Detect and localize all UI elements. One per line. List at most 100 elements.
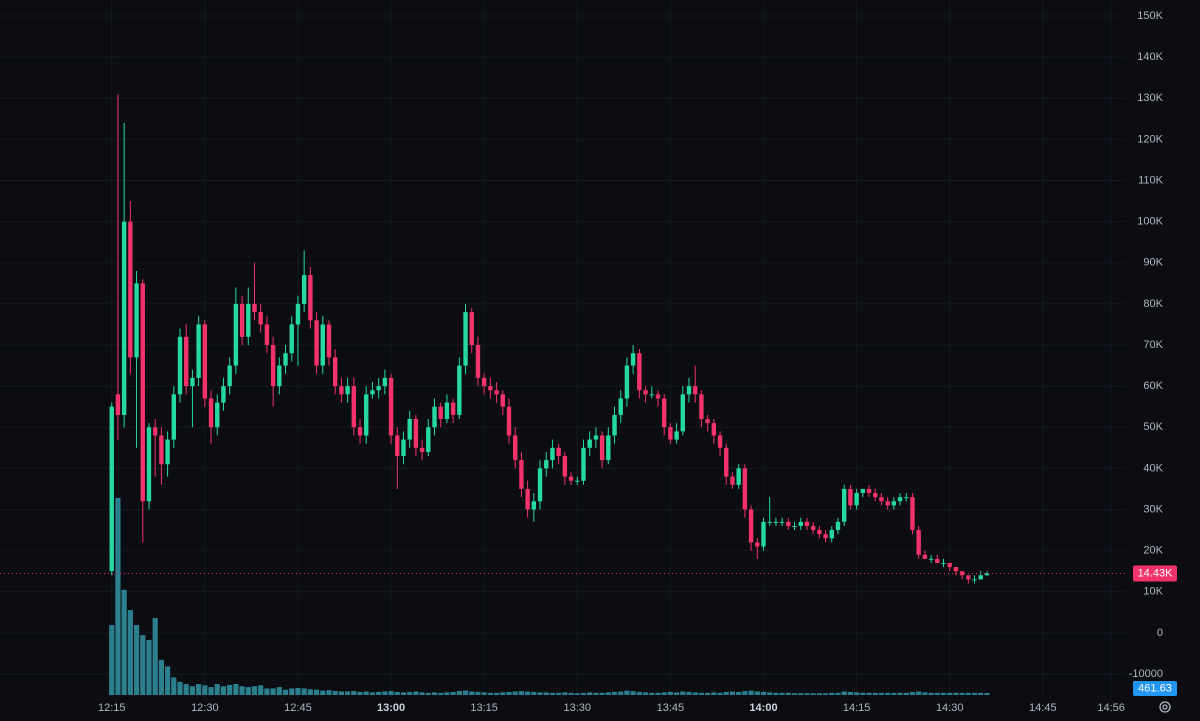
candle-body — [444, 402, 450, 420]
volume-bar — [196, 684, 202, 695]
candle-body — [295, 303, 301, 325]
x-tick-label: 14:45 — [1029, 702, 1057, 714]
candle-body — [152, 427, 158, 436]
volume-bar — [531, 691, 537, 695]
candle-body — [345, 386, 350, 395]
candle-body — [121, 221, 127, 415]
candle-body — [270, 345, 276, 387]
candle-body — [227, 365, 232, 387]
candle-body — [506, 406, 512, 436]
y-tick-label: 130K — [1137, 92, 1163, 104]
candle-body — [891, 501, 897, 506]
volume-bar — [947, 692, 953, 695]
volume-bar — [922, 692, 928, 695]
candle-body — [699, 394, 704, 420]
volume-bar — [549, 692, 556, 695]
candle-body — [730, 476, 735, 485]
volume-bar — [456, 691, 462, 695]
volume-bar — [282, 689, 289, 695]
volume-bar — [357, 691, 363, 695]
volume-bar — [493, 692, 500, 695]
candle-body — [109, 406, 114, 572]
candle-body — [301, 275, 307, 304]
candle-body — [388, 377, 394, 436]
volume-bar — [245, 687, 251, 695]
volume-bar — [897, 692, 903, 695]
settings-icon[interactable] — [1159, 701, 1171, 713]
x-tick-label: 13:30 — [564, 702, 592, 714]
volume-bar — [854, 692, 860, 695]
volume-bar — [829, 692, 835, 695]
candle-body — [531, 501, 537, 510]
candle-body — [326, 324, 332, 358]
y-tick-label: -10000 — [1129, 668, 1163, 680]
candle-body — [618, 398, 623, 415]
candle-body — [463, 312, 468, 366]
volume-bar — [568, 692, 574, 695]
candle-body — [413, 419, 419, 448]
volume-bar — [822, 693, 829, 695]
volume-bar — [276, 687, 282, 695]
candle-body — [767, 521, 772, 523]
volume-bar — [146, 640, 152, 695]
candle-body — [711, 423, 717, 436]
volume-bar — [382, 691, 388, 695]
volume-bar — [363, 691, 369, 695]
candle-body — [208, 398, 214, 428]
volume-bar — [214, 684, 220, 695]
candle-body — [332, 357, 338, 387]
candle-body — [159, 435, 164, 465]
volume-bar — [270, 688, 276, 695]
candle-body — [438, 406, 443, 420]
candle-layer — [0, 94, 1126, 584]
candle-body — [742, 468, 748, 510]
volume-bar — [183, 684, 189, 695]
volume-bar — [717, 692, 723, 695]
candle-body — [717, 435, 723, 448]
volume-bar — [618, 691, 624, 695]
candle-body — [655, 394, 661, 399]
volume-bar — [754, 691, 760, 695]
volume-bar — [506, 691, 512, 695]
volume-bar — [444, 692, 450, 695]
volume-bar — [431, 692, 438, 695]
volume-bar — [791, 693, 798, 695]
candle-body — [488, 386, 493, 391]
volume-bar — [624, 690, 630, 695]
volume-bar — [940, 692, 947, 695]
volume-bar — [723, 691, 729, 695]
candle-body — [748, 509, 754, 543]
candle-body — [860, 488, 866, 494]
candle-body — [177, 336, 183, 395]
volume-bar — [556, 692, 562, 695]
candle-body — [904, 497, 909, 499]
candle-body — [277, 365, 282, 387]
volume-bar — [407, 691, 413, 695]
volume-bar — [866, 692, 872, 695]
volume-bar — [307, 689, 313, 695]
candle-body — [773, 521, 779, 523]
volume-bar — [773, 692, 779, 695]
volume-bar — [692, 692, 698, 695]
candle-body — [258, 312, 263, 325]
candle-body — [897, 497, 903, 502]
candle-body — [481, 377, 487, 387]
volume-label: 461.63 — [1138, 682, 1172, 694]
volume-bar — [916, 691, 922, 695]
volume-bar — [537, 692, 543, 695]
candle-body — [978, 575, 983, 580]
candle-body — [649, 394, 654, 396]
volume-bar — [239, 686, 245, 695]
volume-bar — [655, 692, 661, 695]
candle-body — [823, 534, 828, 539]
volume-bar — [891, 692, 897, 695]
candle-body — [432, 406, 437, 428]
candle-body — [190, 377, 195, 387]
x-tick-label: 12:45 — [284, 702, 312, 714]
volume-bar — [984, 692, 990, 695]
candle-body — [966, 575, 971, 580]
volume-bar — [835, 692, 841, 695]
volume-bar — [785, 692, 791, 695]
candle-body — [221, 386, 226, 403]
candle-body — [556, 447, 561, 457]
